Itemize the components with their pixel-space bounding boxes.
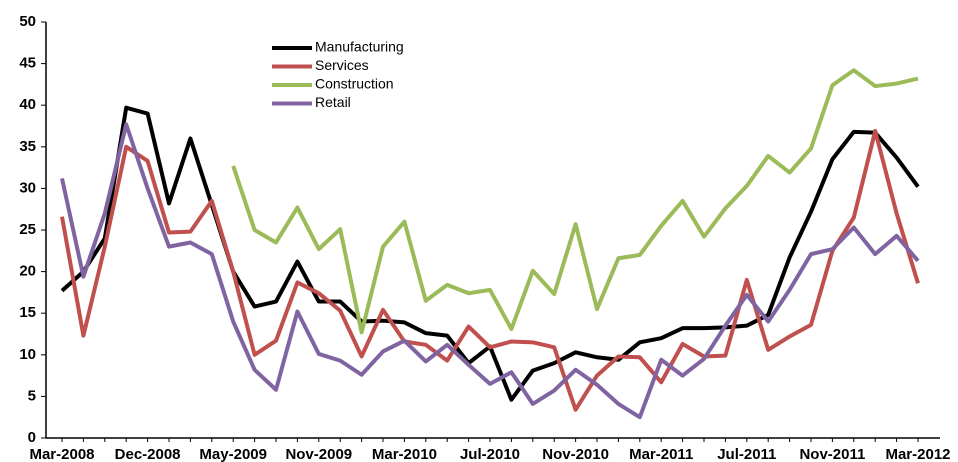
- series-line: [231, 68, 919, 335]
- legend-label: Retail: [315, 94, 351, 110]
- legend-label: Construction: [315, 76, 394, 92]
- y-tick-label: 30: [19, 179, 36, 196]
- x-tick-label: Dec-2008: [115, 446, 181, 462]
- series-line: [60, 105, 920, 402]
- legend: Manufacturing Services Construction Retail: [272, 39, 404, 110]
- y-tick-label: 45: [19, 55, 36, 72]
- y-tick-label: 5: [28, 387, 36, 404]
- y-tick-label: 0: [28, 429, 36, 446]
- x-tick-label: Mar-2012: [885, 446, 950, 462]
- y-tick-label: 25: [19, 221, 36, 238]
- y-tick-label: 35: [19, 138, 36, 155]
- y-tick-label: 15: [19, 304, 36, 321]
- series-line: [60, 122, 920, 420]
- x-tick-label: Nov-2010: [542, 446, 609, 462]
- series-line: [60, 128, 920, 412]
- x-tick-label: Mar-2008: [29, 446, 94, 462]
- y-tick-label: 10: [19, 346, 36, 363]
- x-tick-label: May-2009: [199, 446, 267, 462]
- x-tick-label: Jul-2010: [460, 446, 520, 462]
- legend-label: Services: [315, 57, 369, 73]
- y-tick-label: 40: [19, 96, 36, 113]
- x-tick-label: Nov-2009: [285, 446, 352, 462]
- x-tick-label: Mar-2011: [629, 446, 693, 462]
- y-tick-label: 20: [19, 263, 36, 280]
- y-tick-label: 50: [19, 13, 36, 30]
- x-tick-label: Jul-2011: [717, 446, 776, 462]
- x-tick-label: Nov-2011: [799, 446, 865, 462]
- x-tick-label: Mar-2010: [372, 446, 437, 462]
- legend-label: Manufacturing: [315, 39, 404, 55]
